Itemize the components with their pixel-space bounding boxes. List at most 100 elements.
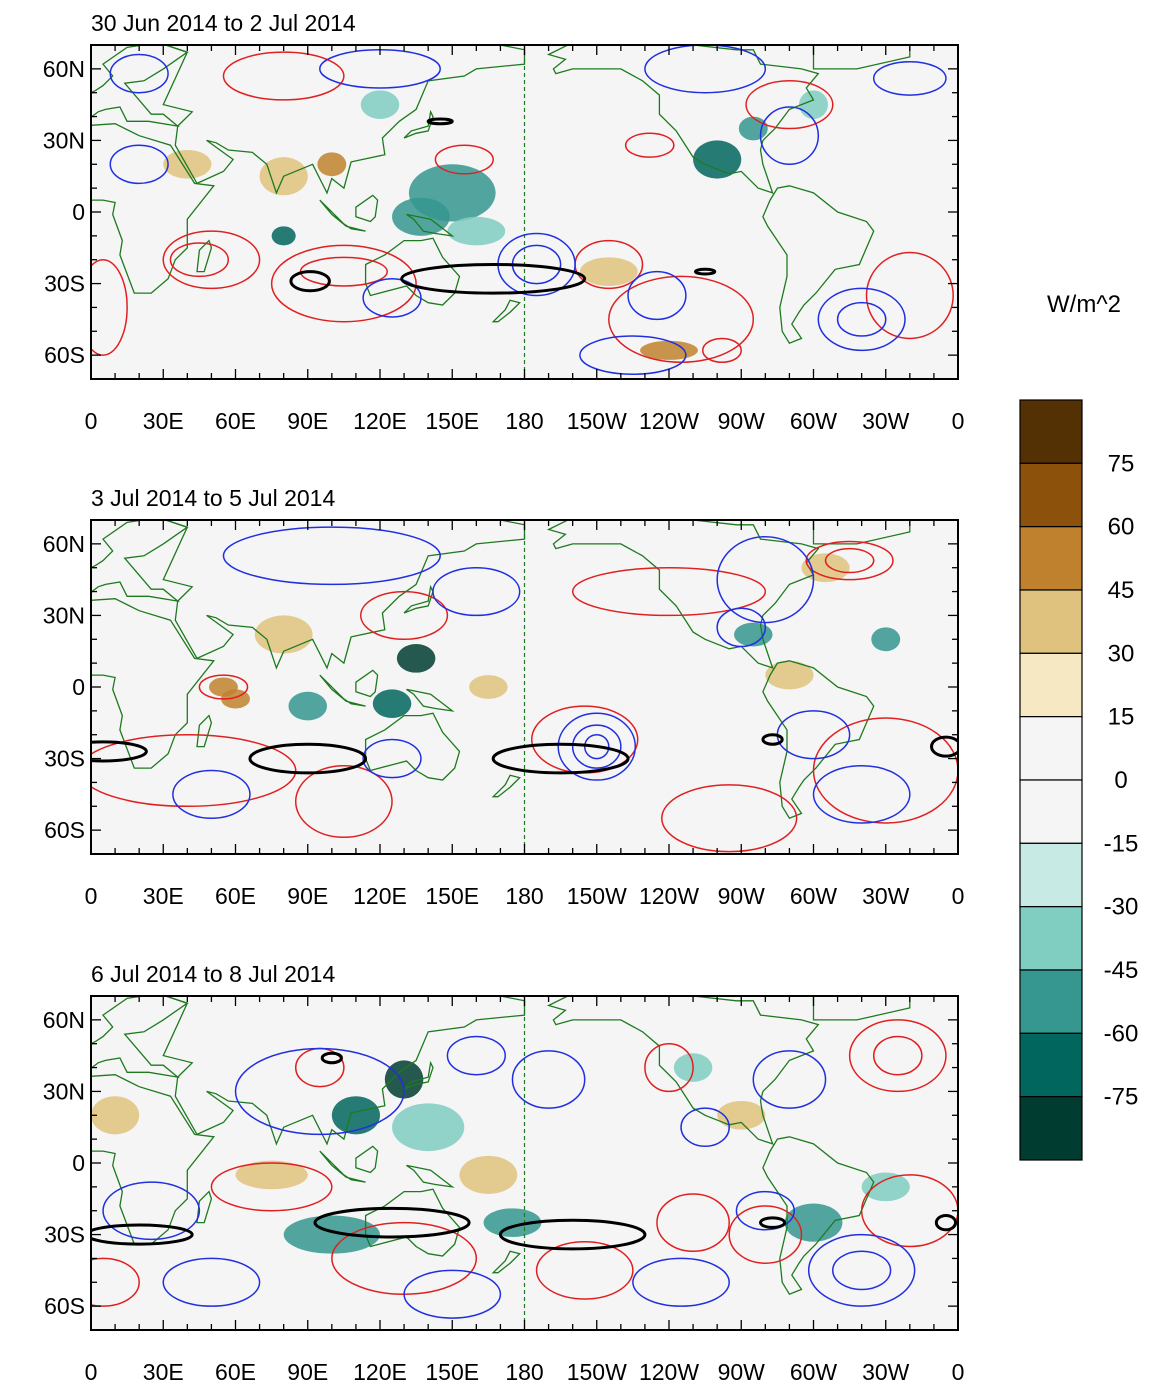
lon-label: 150E	[425, 883, 479, 909]
colorbar-label: -60	[1104, 1020, 1139, 1047]
lon-label: 0	[952, 883, 965, 909]
negative-contour	[222, 526, 441, 586]
map-panel-2: 60N 30N 0 30S 60S 0 30E 60E 90E 120E 150E 180 150W 12…	[43, 485, 965, 909]
map-panel-1: 60N 30N 0 30S 60S 0 30E 60E 90E 120E 150E 180 150W 12…	[43, 10, 965, 434]
coastline-10	[762, 660, 875, 820]
coastline-8	[403, 1060, 434, 1090]
lat-label: 60S	[44, 817, 85, 843]
anomaly-patch-2	[254, 615, 313, 654]
positive-contour	[198, 674, 249, 700]
anomaly-patch-2	[271, 226, 296, 246]
positive-contour	[434, 144, 494, 175]
positive-contour	[812, 717, 958, 824]
colorbar-label: 60	[1108, 514, 1135, 541]
lon-label: 180	[505, 408, 543, 434]
coastline-11	[812, 520, 911, 545]
coastline-12	[196, 714, 213, 748]
anomaly-patch-10	[579, 257, 638, 286]
lon-label: 150W	[567, 408, 627, 434]
lat-label: 60S	[44, 1293, 85, 1319]
lon-label: 0	[85, 408, 98, 434]
lon-label: 60W	[790, 408, 838, 434]
negative-contour	[162, 1257, 261, 1307]
colorbar-swatch	[1019, 716, 1083, 781]
negative-contour	[362, 278, 422, 318]
positive-contour	[865, 251, 954, 340]
anomaly-patch-4	[360, 90, 400, 119]
anomaly-patch-11	[640, 340, 698, 360]
lon-label: 150E	[425, 408, 479, 434]
zero-contour	[91, 740, 148, 763]
negative-contour	[759, 106, 820, 166]
anomaly-patch-8	[317, 152, 347, 177]
lon-label: 150W	[567, 1359, 627, 1385]
lon-label: 60W	[790, 1359, 838, 1385]
negative-contour	[172, 769, 251, 819]
negative-contour	[102, 1181, 201, 1241]
lon-label: 150W	[567, 883, 627, 909]
positive-contour	[848, 1019, 947, 1093]
lon-label: 150E	[425, 1359, 479, 1385]
zero-contour	[491, 742, 630, 775]
lat-label: 60N	[43, 1007, 85, 1033]
positive-contour	[222, 51, 345, 101]
lat-label: 0	[72, 199, 85, 225]
map-background	[91, 996, 958, 1330]
zero-contour	[759, 1216, 787, 1229]
coastline-8	[403, 109, 434, 139]
positive-contour	[661, 784, 798, 853]
zero-contour	[289, 270, 331, 293]
coastline-11	[812, 996, 911, 1021]
coastline-0	[91, 123, 216, 294]
positive-contour	[162, 230, 261, 290]
colorbar-label: 30	[1108, 640, 1135, 667]
negative-contour	[812, 764, 911, 824]
coastline-1	[91, 520, 189, 603]
lon-label: 120W	[639, 1359, 699, 1385]
anomaly-patch-10	[483, 1208, 542, 1237]
lat-label: 30S	[44, 1222, 85, 1248]
lon-label: 60W	[790, 883, 838, 909]
lon-label: 90W	[718, 1359, 766, 1385]
colorbar-swatch	[1019, 652, 1083, 718]
negative-contour	[632, 1257, 730, 1307]
colorbar-swatch	[1019, 906, 1083, 971]
anomaly-patch-6	[799, 90, 828, 119]
colorbar-label: -45	[1104, 957, 1139, 984]
panel-title: 6 Jul 2014 to 8 Jul 2014	[91, 961, 335, 987]
coastline-1	[91, 45, 189, 128]
anomaly-patch-9	[447, 216, 506, 246]
anomaly-patch-12	[163, 149, 212, 179]
positive-contour	[656, 1193, 730, 1253]
coastline-1	[91, 996, 189, 1079]
anomaly-patch-3	[693, 140, 742, 179]
lat-label: 30S	[44, 746, 85, 772]
lon-label: 0	[85, 883, 98, 909]
colorbar-label: 75	[1108, 450, 1135, 477]
positive-contour	[644, 1042, 694, 1093]
coastline-7	[491, 774, 521, 798]
negative-contour	[109, 144, 169, 185]
colorbar-label: -75	[1104, 1084, 1139, 1111]
positive-contour	[535, 1240, 634, 1300]
colorbar-label: -30	[1104, 894, 1139, 921]
colorbar: 75 60 45 30 15 0 -15 -30 -45 -60 -75 W/m^2	[1019, 291, 1139, 1161]
lat-label: 30S	[44, 271, 85, 297]
positive-contour	[169, 242, 230, 278]
lon-label: 90W	[718, 883, 766, 909]
lon-label: 30W	[862, 408, 910, 434]
zero-contour	[930, 735, 958, 758]
lon-label: 30E	[143, 408, 184, 434]
negative-contour	[234, 1047, 405, 1136]
negative-contour	[109, 53, 169, 94]
coastline-4	[319, 674, 366, 707]
lon-label: 30E	[143, 1359, 184, 1385]
zero-contour	[400, 262, 587, 295]
colorbar-label: 45	[1108, 577, 1135, 604]
coastline-7	[491, 299, 521, 323]
lon-label: 90W	[718, 408, 766, 434]
lon-label: 30E	[143, 883, 184, 909]
lat-label: 0	[72, 674, 85, 700]
coastline-8	[403, 584, 434, 614]
